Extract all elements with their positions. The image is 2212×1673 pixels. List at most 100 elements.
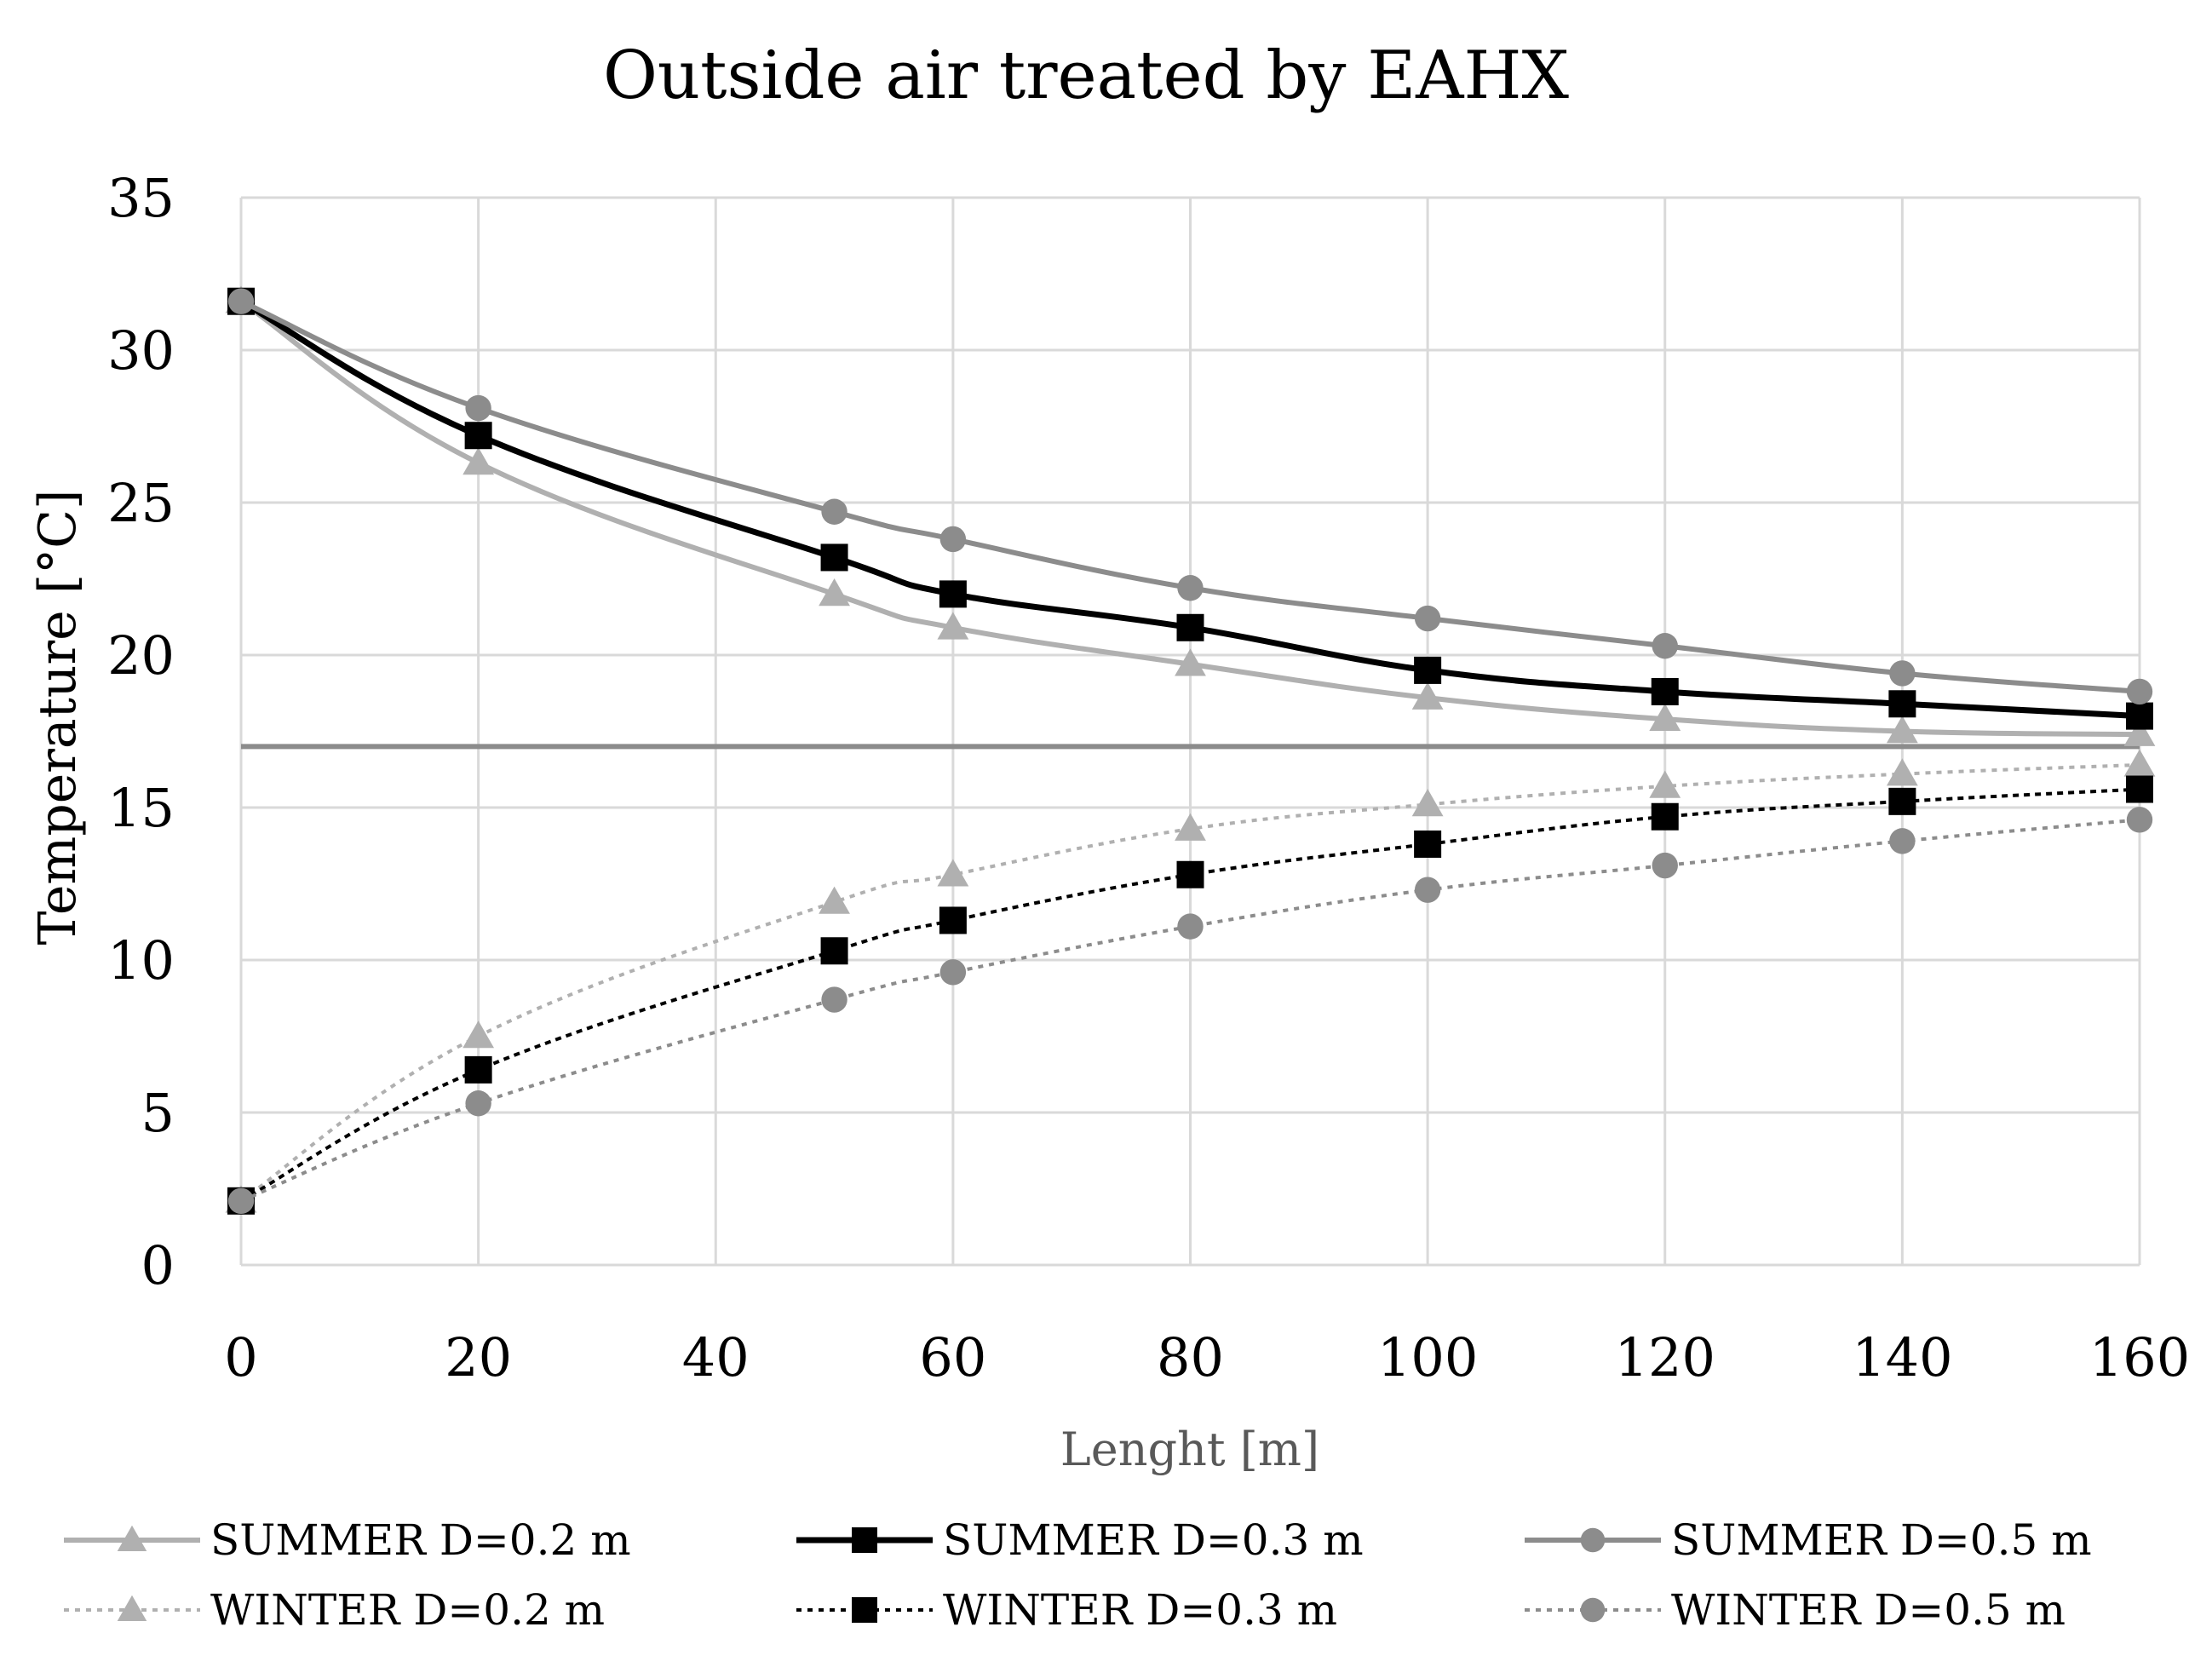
data-point — [2123, 718, 2156, 746]
data-point — [939, 959, 967, 986]
data-point — [939, 580, 967, 608]
tick-labels: 0 5 10 15 20 25 30 35 0 20 40 60 80 100 120 140 160 — [107, 167, 2190, 1388]
data-point — [463, 1020, 495, 1049]
legend-label: WINTER D=0.3 m — [943, 1585, 1337, 1635]
y-tick-label: 30 — [107, 319, 175, 382]
data-point — [1411, 789, 1444, 817]
y-tick-label: 25 — [107, 472, 175, 534]
series-line — [239, 299, 2140, 738]
legend-marker — [852, 1597, 877, 1623]
y-tick-label: 20 — [107, 624, 175, 687]
series-line — [240, 787, 2140, 1203]
data-point — [464, 1055, 492, 1084]
data-point — [465, 1090, 491, 1117]
data-point — [1177, 913, 1204, 940]
x-tick-label: 140 — [1852, 1326, 1952, 1388]
legend-label: SUMMER D=0.2 m — [210, 1515, 631, 1565]
data-point — [227, 288, 255, 314]
x-tick-label: 120 — [1615, 1326, 1715, 1388]
data-point — [1888, 690, 1916, 718]
data-point — [2123, 749, 2156, 777]
data-point — [1889, 660, 1916, 687]
data-point — [465, 394, 491, 422]
x-tick-label: 0 — [224, 1326, 257, 1388]
y-tick-label: 5 — [141, 1082, 175, 1144]
data-point — [820, 543, 848, 572]
data-point — [1886, 758, 1918, 786]
data-point — [1886, 716, 1918, 744]
series-group — [225, 285, 2156, 1215]
data-point — [937, 859, 969, 887]
y-tick-label: 15 — [107, 777, 175, 839]
legend-marker — [1580, 1597, 1606, 1623]
data-point — [1888, 787, 1916, 815]
data-point — [1652, 852, 1678, 879]
series-line — [239, 298, 2140, 720]
data-point — [2126, 807, 2153, 833]
y-tick-label: 35 — [107, 167, 175, 229]
legend: SUMMER D=0.2 m SUMMER D=0.3 m SUMMER D=0.5… — [64, 1515, 2092, 1635]
x-tick-label: 40 — [682, 1326, 750, 1388]
data-point — [1411, 681, 1444, 710]
data-point — [1414, 830, 1442, 858]
legend-label: SUMMER D=0.3 m — [943, 1515, 1364, 1565]
data-point — [821, 498, 847, 525]
series-line — [240, 818, 2140, 1203]
legend-label: SUMMER D=0.5 m — [1671, 1515, 2092, 1565]
chart-title: Outside air treated by EAHX — [603, 37, 1570, 114]
data-point — [937, 612, 969, 640]
data-point — [1175, 813, 1206, 841]
data-point — [1652, 633, 1678, 659]
data-point — [1176, 860, 1204, 888]
data-point — [1175, 648, 1206, 676]
x-tick-label: 100 — [1377, 1326, 1478, 1388]
data-point — [2126, 678, 2153, 705]
series-summer-d-0-2-m — [225, 285, 2156, 746]
series-summer-d-0-5-m — [227, 288, 2153, 705]
series-line — [239, 298, 2140, 694]
data-point — [1414, 605, 1441, 632]
data-point — [939, 906, 967, 934]
data-point — [819, 886, 850, 914]
legend-item: WINTER D=0.3 m — [796, 1585, 1337, 1635]
series-winter-d-0-5-m — [227, 807, 2153, 1215]
legend-marker — [117, 1525, 147, 1551]
data-point — [2126, 702, 2153, 730]
legend-item: SUMMER D=0.5 m — [1525, 1515, 2092, 1565]
legend-marker — [1580, 1527, 1606, 1553]
data-point — [1177, 575, 1204, 601]
legend-marker — [852, 1527, 877, 1553]
data-point — [820, 937, 848, 965]
x-axis-label: Lenght [m] — [1060, 1423, 1319, 1476]
x-tick-label: 80 — [1157, 1326, 1224, 1388]
data-point — [1414, 877, 1441, 903]
data-point — [819, 578, 850, 607]
data-point — [463, 447, 495, 475]
data-point — [1649, 703, 1681, 731]
legend-item: SUMMER D=0.3 m — [796, 1515, 1364, 1565]
x-tick-label: 60 — [919, 1326, 986, 1388]
legend-label: WINTER D=0.5 m — [1671, 1585, 2065, 1635]
data-point — [1651, 802, 1679, 831]
legend-item: WINTER D=0.2 m — [64, 1585, 605, 1635]
data-point — [821, 986, 847, 1013]
data-point — [1889, 828, 1916, 854]
data-point — [464, 422, 492, 450]
data-point — [1414, 656, 1442, 684]
x-tick-label: 20 — [445, 1326, 512, 1388]
legend-label: WINTER D=0.2 m — [210, 1585, 605, 1635]
y-tick-label: 10 — [107, 929, 175, 992]
data-point — [1176, 613, 1204, 641]
data-point — [227, 1187, 255, 1215]
data-point — [1649, 770, 1681, 798]
legend-marker — [117, 1595, 147, 1621]
data-point — [939, 526, 967, 553]
data-point — [1651, 677, 1679, 705]
data-point — [2126, 775, 2153, 803]
legend-item: WINTER D=0.5 m — [1525, 1585, 2065, 1635]
y-axis-label: Temperature [°C] — [28, 490, 88, 946]
legend-item: SUMMER D=0.2 m — [64, 1515, 631, 1565]
y-tick-label: 0 — [141, 1234, 175, 1296]
x-tick-label: 160 — [2089, 1326, 2190, 1388]
